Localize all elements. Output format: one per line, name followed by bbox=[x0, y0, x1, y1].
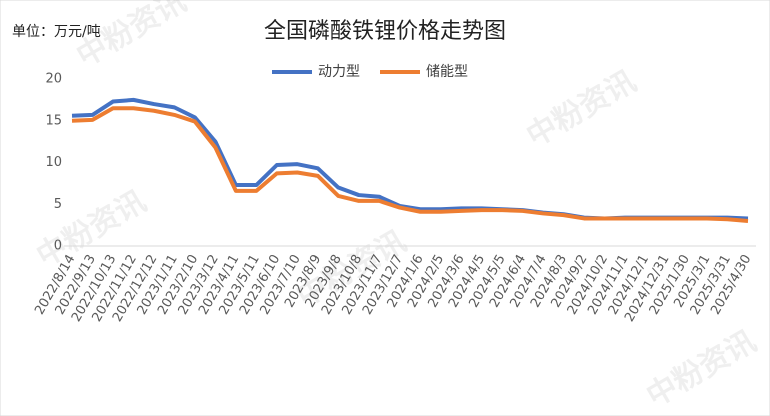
y-tick-label: 20 bbox=[45, 72, 62, 87]
y-tick-label: 15 bbox=[45, 113, 62, 128]
y-tick-label: 10 bbox=[45, 155, 62, 170]
legend-label: 动力型 bbox=[318, 64, 360, 80]
unit-label: 单位：万元/吨 bbox=[12, 24, 101, 40]
y-tick-label: 5 bbox=[54, 197, 62, 212]
chart-title: 全国磷酸铁锂价格走势图 bbox=[264, 19, 506, 44]
y-tick-label: 0 bbox=[54, 239, 62, 254]
legend-label: 储能型 bbox=[426, 64, 468, 80]
series-line bbox=[71, 106, 749, 223]
